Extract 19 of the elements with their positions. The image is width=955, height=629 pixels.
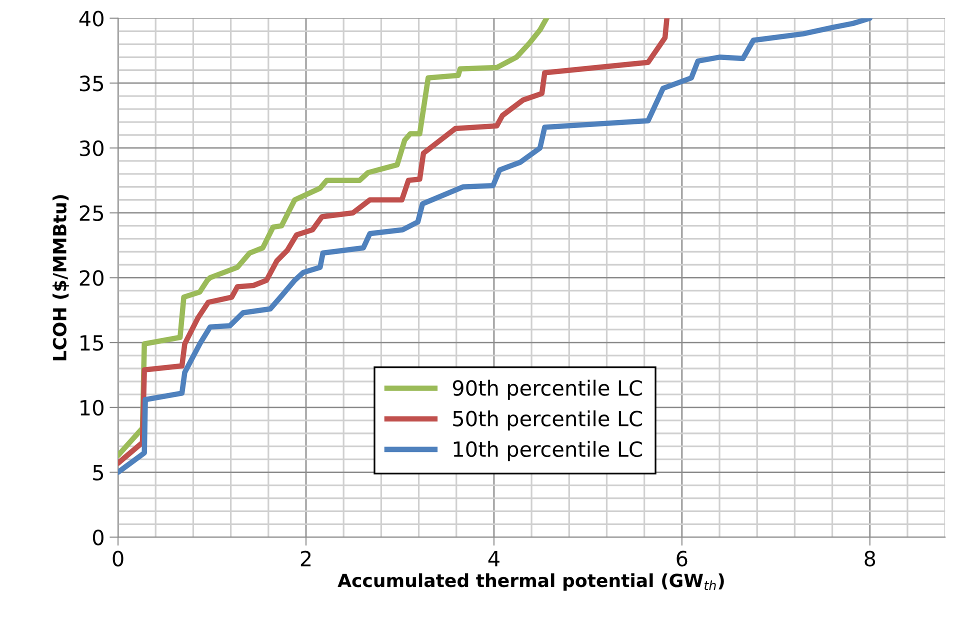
legend-label: 50th percentile LC <box>453 410 642 430</box>
y-tick-label: 5 <box>93 465 104 481</box>
x-tick-label: 4 <box>488 551 500 566</box>
legend-label: 90th percentile LC <box>452 380 642 400</box>
y-tick-label: 35 <box>80 76 104 92</box>
x-axis-title: Accumulated thermal potential (GW$_{th}$) <box>338 573 724 591</box>
y-axis-title: LCOH ($/MMBtu) <box>52 195 69 360</box>
x-tick-label: 0 <box>112 550 124 566</box>
y-tick-label: 20 <box>80 270 104 286</box>
x-tick-label: 2 <box>300 550 311 566</box>
x-tick-label: 8 <box>864 550 876 566</box>
legend-label: 10th percentile LC <box>454 440 642 462</box>
y-tick-label: 30 <box>80 140 104 156</box>
y-tick-label: 0 <box>92 530 104 546</box>
y-tick-label: 25 <box>80 205 104 222</box>
y-tick-label: 40 <box>79 10 104 26</box>
x-tick-label: 6 <box>676 550 688 566</box>
y-tick-label: 10 <box>80 400 104 416</box>
y-tick-label: 15 <box>80 335 104 351</box>
